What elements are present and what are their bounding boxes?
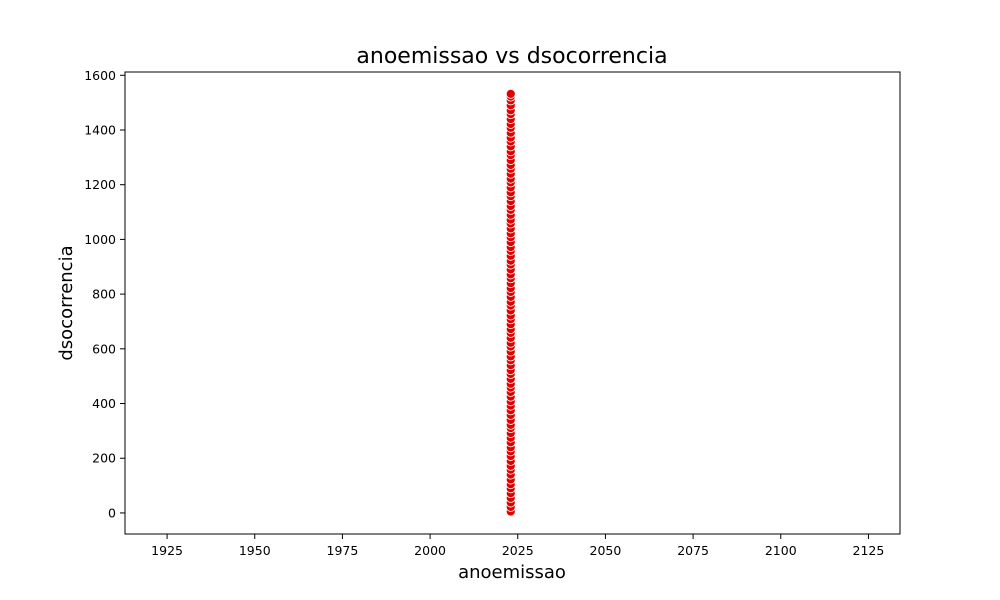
y-tick-label: 1400 — [84, 122, 116, 137]
x-tick-label: 1925 — [151, 543, 183, 558]
x-tick-label: 2075 — [677, 543, 709, 558]
x-tick-label: 1950 — [239, 543, 271, 558]
y-tick-label: 200 — [92, 451, 116, 466]
y-tick-label: 1200 — [84, 177, 116, 192]
axes-frame — [124, 71, 901, 535]
y-tick-label: 400 — [92, 396, 116, 411]
data-point — [505, 88, 516, 99]
x-tick-label: 2100 — [765, 543, 797, 558]
x-tick-label: 2000 — [414, 543, 446, 558]
y-axis-ticks: 0 200 400 600 800 1000 1200 1400 1600 — [84, 68, 125, 520]
plot-area — [124, 71, 901, 535]
y-tick-label: 0 — [108, 505, 116, 520]
x-tick-label: 2125 — [853, 543, 885, 558]
x-tick-label: 1975 — [327, 543, 359, 558]
x-axis-label: anoemissao — [458, 562, 566, 583]
x-tick-label: 2025 — [502, 543, 534, 558]
y-tick-label: 1000 — [84, 232, 116, 247]
y-tick-label: 800 — [92, 287, 116, 302]
x-axis-ticks: 1925 1950 1975 2000 2025 2050 2075 2100 2125 — [151, 534, 884, 558]
scatter-points — [505, 88, 516, 517]
y-tick-label: 1600 — [84, 68, 116, 83]
chart-title: anoemissao vs dsocorrencia — [356, 44, 667, 69]
x-tick-label: 2050 — [590, 543, 622, 558]
y-tick-label: 600 — [92, 341, 116, 356]
y-axis-label: dsocorrencia — [56, 245, 77, 360]
